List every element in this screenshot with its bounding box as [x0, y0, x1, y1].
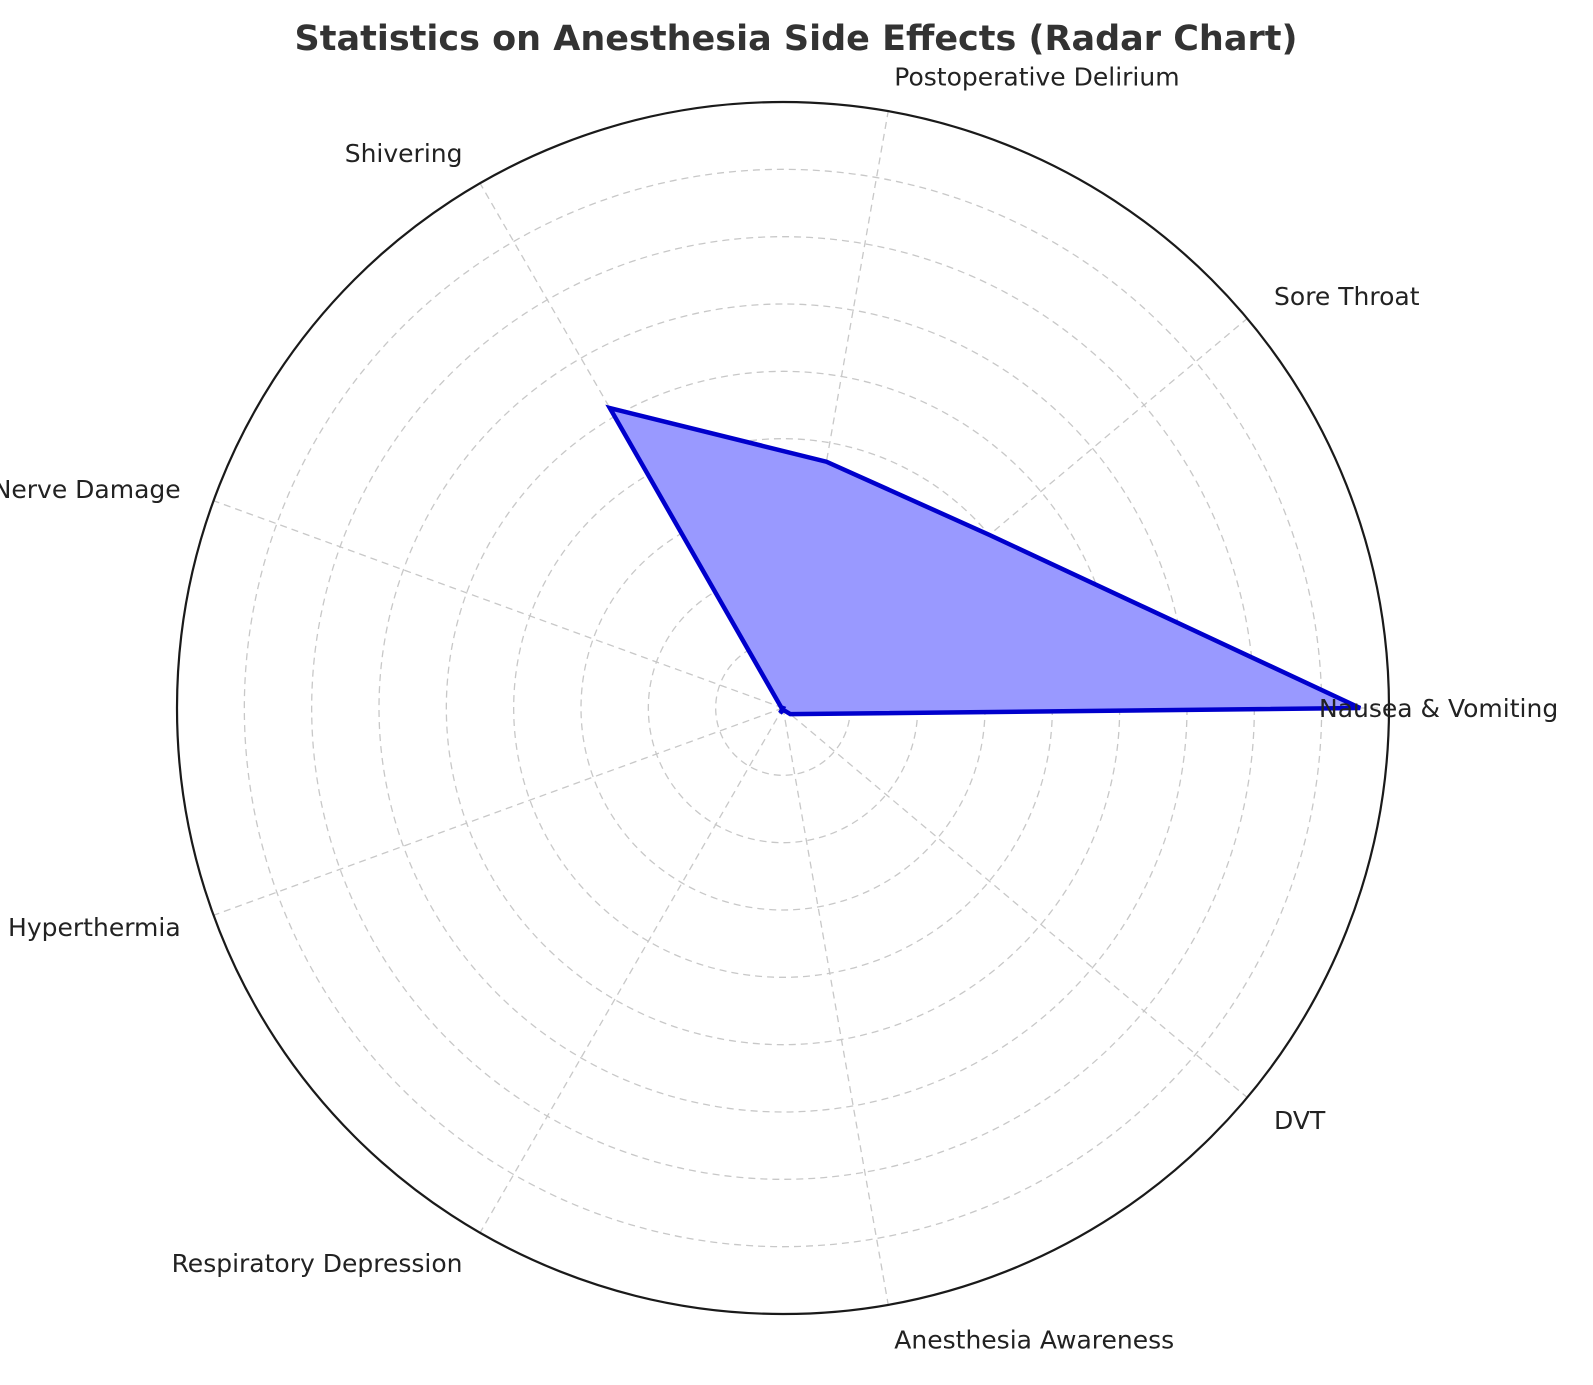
grid-spoke: [213, 707, 784, 916]
category-label: Nerve Damage: [0, 475, 181, 504]
grid-spoke: [782, 707, 1248, 1099]
outer-ring: [175, 100, 1391, 1316]
category-label: Nausea & Vomiting: [1319, 694, 1558, 723]
series-line: [605, 404, 1362, 717]
category-label: Malignant Hyperthermia: [0, 913, 181, 942]
data-layer: [605, 404, 1362, 717]
category-label: Postoperative Delirium: [894, 63, 1179, 92]
category-labels: Nausea & Vomiting Sore Throat Postoperativ…: [0, 63, 1558, 1355]
grid-spoke: [213, 500, 784, 709]
chart-title: Statistics on Anesthesia Side Effects (R…: [295, 19, 1298, 59]
category-label: Sore Throat: [1274, 282, 1420, 311]
category-label: DVT: [1274, 1106, 1326, 1135]
series-area: [609, 408, 1361, 715]
category-label: Anesthesia Awareness: [894, 1325, 1174, 1354]
grid-spoke: [782, 707, 889, 1305]
category-label: Shivering: [345, 139, 463, 168]
grid-spoke: [479, 707, 784, 1234]
category-label: Respiratory Depression: [172, 1249, 463, 1278]
